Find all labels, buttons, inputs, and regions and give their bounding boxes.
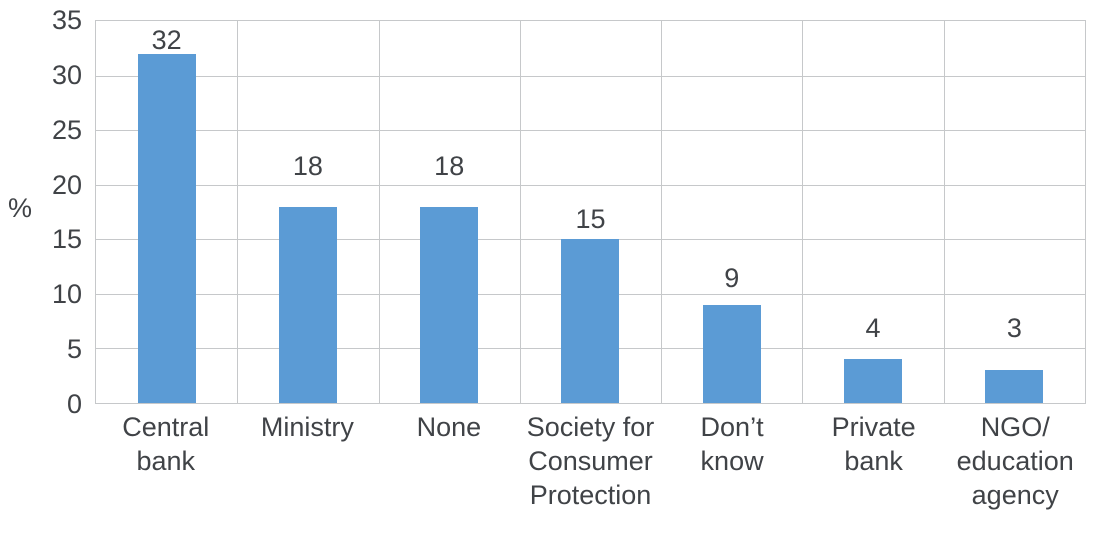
bar-society-for-consumer-protection <box>561 239 620 403</box>
vertical-gridline <box>943 21 945 403</box>
vertical-gridline <box>661 21 663 403</box>
bar-central-bank <box>137 53 196 403</box>
bar-column-none: 18 <box>379 21 520 403</box>
category-label-central-bank: Central bank <box>122 412 210 476</box>
y-axis-tick: 5 <box>66 334 82 364</box>
bar-none <box>420 206 479 403</box>
bar-column-ngo-education-agency: 3 <box>944 21 1085 403</box>
bar-column-dont-know: 9 <box>661 21 802 403</box>
bar-ngo-education-agency <box>985 370 1044 403</box>
vertical-gridline <box>237 21 239 403</box>
y-axis-tick: 10 <box>51 279 82 309</box>
vertical-gridline <box>378 21 380 403</box>
bar-column-central-bank: 32 <box>96 21 237 403</box>
bar-private-bank <box>844 359 903 403</box>
bar-value-label: 18 <box>292 150 323 181</box>
category-label-ngo-education-agency: NGO/ education agency <box>956 412 1074 510</box>
bar-value-label: 9 <box>724 262 740 293</box>
category-label-ministry: Ministry <box>260 412 354 442</box>
y-axis-tick: 35 <box>51 5 82 35</box>
plot-area: 32 18 18 15 9 4 3 <box>95 20 1086 404</box>
bar-value-label: 18 <box>434 150 465 181</box>
category-label-society-for-consumer-protection: Society for Consumer Protection <box>526 412 655 510</box>
bar-column-private-bank: 4 <box>802 21 943 403</box>
vertical-gridline <box>519 21 521 403</box>
category-label-none: None <box>416 412 482 442</box>
bar-value-label: 32 <box>151 24 182 55</box>
y-axis-tick: 30 <box>51 60 82 90</box>
category-label-private-bank: Private bank <box>831 412 916 476</box>
bar-value-label: 4 <box>865 313 881 344</box>
y-axis-label: % <box>8 193 33 223</box>
bar-value-label: 3 <box>1006 313 1022 344</box>
bar-dont-know <box>702 304 761 403</box>
horizontal-gridline <box>96 130 1085 132</box>
bar-value-label: 15 <box>575 204 606 235</box>
y-axis-tick: 0 <box>66 389 82 419</box>
bar-column-ministry: 18 <box>237 21 378 403</box>
bar-column-society-for-consumer-protection: 15 <box>520 21 661 403</box>
y-axis-tick: 15 <box>51 224 82 254</box>
horizontal-gridline <box>96 75 1085 77</box>
category-label-dont-know: Don’t know <box>700 412 764 476</box>
y-axis-tick: 20 <box>51 170 82 200</box>
x-axis: Central bank Ministry None Society for C… <box>95 410 1086 530</box>
y-axis-tick: 25 <box>51 115 82 145</box>
vertical-gridline <box>802 21 804 403</box>
horizontal-gridline <box>96 184 1085 186</box>
bar-ministry <box>278 206 337 403</box>
